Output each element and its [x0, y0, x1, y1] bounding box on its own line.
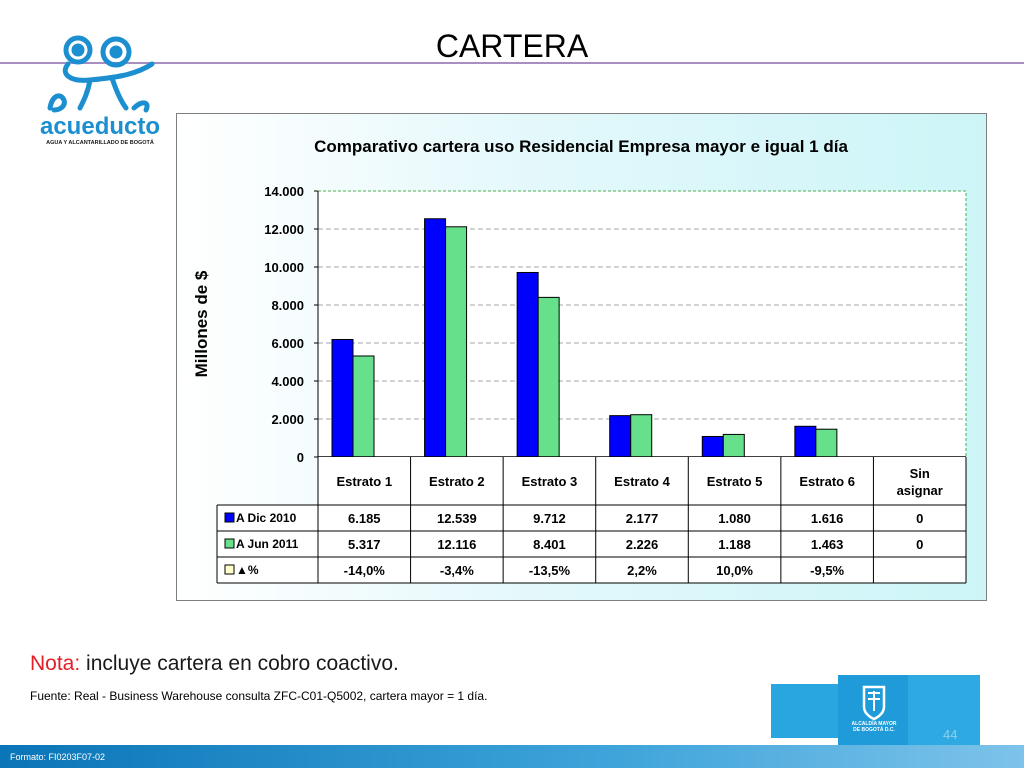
seal-text: ALCALDÍA MAYOR DE BOGOTÁ D.C.: [842, 721, 906, 733]
x-tick-label: asignar: [897, 483, 943, 498]
logo-tagline: AGUA Y ALCANTARILLADO DE BOGOTÁ: [46, 139, 154, 146]
table-body-bg: [217, 505, 966, 583]
bogota-seal-icon: [862, 685, 886, 721]
bar: [516, 271, 539, 458]
x-tick-label: Estrato 1: [336, 474, 392, 489]
page-number: 44: [943, 727, 958, 742]
format-code: Formato: FI0203F07-02: [10, 752, 106, 762]
chart-title: Comparativo cartera uso Residencial Empr…: [314, 137, 848, 156]
data-label: 2,2%: [627, 563, 657, 578]
data-label: 0: [916, 511, 923, 526]
bar: [537, 296, 560, 458]
data-label: 9.712: [533, 511, 566, 526]
x-tick-label: Estrato 6: [799, 474, 855, 489]
data-label: 1.463: [811, 537, 844, 552]
data-label: -13,5%: [529, 563, 571, 578]
seal-line-1: ALCALDÍA MAYOR: [851, 721, 897, 727]
y-tick-label: 2.000: [271, 412, 304, 427]
chart-frame: Comparativo cartera uso Residencial Empr…: [176, 113, 987, 601]
table-header-bg: [318, 457, 966, 505]
legend-key: [224, 538, 235, 549]
data-label: -9,5%: [810, 563, 844, 578]
title-rule: [0, 62, 1024, 64]
data-label: 0: [916, 537, 923, 552]
legend-key: [224, 564, 235, 575]
data-label: 1.616: [811, 511, 844, 526]
footer-band: [0, 745, 1024, 768]
data-label: 12.539: [437, 511, 477, 526]
bar: [701, 435, 724, 458]
bar: [609, 415, 632, 458]
legend-label: A Jun 2011: [236, 537, 299, 551]
bar: [722, 433, 745, 458]
y-tick-label: 14.000: [264, 184, 304, 199]
note: Nota: incluye cartera en cobro coactivo.: [30, 652, 399, 676]
legend-label: A Dic 2010: [236, 511, 297, 525]
legend-key: [224, 512, 235, 523]
y-tick-label: 10.000: [264, 260, 304, 275]
footer-right-box: [908, 675, 980, 745]
y-axis-label: Millones de $: [192, 270, 211, 377]
bar: [331, 338, 354, 458]
y-tick-label: 4.000: [271, 374, 304, 389]
data-label: 1.080: [718, 511, 751, 526]
note-label: Nota:: [30, 652, 81, 675]
data-label: 2.226: [626, 537, 659, 552]
logo-wordmark: acueducto: [40, 113, 160, 140]
note-text: incluye cartera en cobro coactivo.: [80, 652, 399, 675]
y-tick-label: 8.000: [271, 298, 304, 313]
x-tick-label: Estrato 4: [614, 474, 670, 489]
legend-label: ▲%: [236, 563, 259, 577]
data-label: 6.185: [348, 511, 381, 526]
data-label: 5.317: [348, 537, 381, 552]
y-tick-label: 12.000: [264, 222, 304, 237]
x-tick-label: Sin: [910, 466, 930, 481]
data-label: 8.401: [533, 537, 566, 552]
data-label: 1.188: [718, 537, 751, 552]
slide-title: CARTERA: [435, 28, 589, 64]
bar: [630, 414, 653, 458]
bar: [445, 226, 468, 458]
y-tick-label: 0: [297, 450, 304, 465]
bar: [352, 355, 375, 458]
data-label: -3,4%: [440, 563, 474, 578]
data-label: 10,0%: [716, 563, 753, 578]
x-tick-label: Estrato 3: [522, 474, 578, 489]
x-tick-label: Estrato 5: [707, 474, 763, 489]
seal-line-2: DE BOGOTÁ D.C.: [853, 727, 895, 733]
x-tick-label: Estrato 2: [429, 474, 485, 489]
data-label: 2.177: [626, 511, 659, 526]
bar: [794, 425, 817, 458]
bar: [815, 428, 838, 458]
bar-chart: Comparativo cartera uso Residencial Empr…: [192, 137, 967, 584]
source-note: Fuente: Real - Business Warehouse consul…: [30, 689, 488, 703]
data-label: -14,0%: [344, 563, 386, 578]
data-label: 12.116: [437, 537, 476, 552]
y-tick-label: 6.000: [271, 336, 304, 351]
acueducto-logo: acueducto AGUA Y ALCANTARILLADO DE BOGOT…: [40, 35, 160, 146]
bar: [424, 218, 447, 458]
